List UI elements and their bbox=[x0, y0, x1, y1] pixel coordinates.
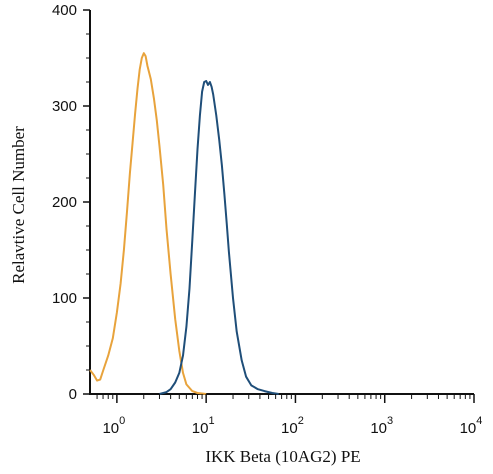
y-tick-label: 0 bbox=[69, 386, 77, 403]
x-axis-title: IKK Beta (10AG2) PE bbox=[205, 447, 360, 466]
x-tick-label: 100 bbox=[102, 415, 125, 437]
x-tick-label: 101 bbox=[192, 415, 215, 437]
y-tick-label: 400 bbox=[52, 2, 77, 19]
x-tick-label: 102 bbox=[281, 415, 304, 437]
series-layer bbox=[89, 52, 279, 395]
x-axis-ticks: 100 101 102 103 104 bbox=[96, 394, 483, 437]
y-tick-label: 200 bbox=[52, 194, 77, 211]
histogram-series-1 bbox=[89, 52, 207, 395]
x-tick-label: 104 bbox=[460, 415, 483, 437]
x-tick-label: 103 bbox=[370, 415, 393, 437]
y-axis-title: Relavtive Cell Number bbox=[9, 126, 28, 284]
y-tick-label: 100 bbox=[52, 290, 77, 307]
histogram-series-2 bbox=[159, 80, 279, 395]
y-axis-ticks: 0 100 200 300 400 bbox=[52, 2, 90, 403]
chart-frame bbox=[89, 10, 474, 395]
y-tick-label: 300 bbox=[52, 98, 77, 115]
